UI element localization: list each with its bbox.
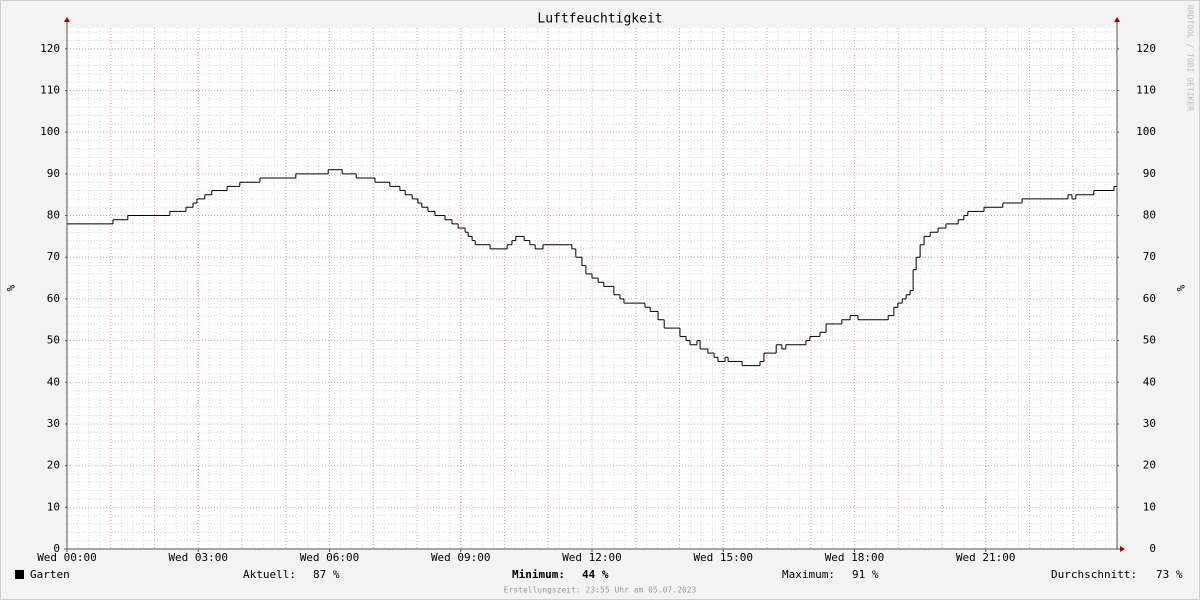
- axis-arrow: [1114, 17, 1120, 22]
- y2-tick-label: 70: [1143, 250, 1156, 263]
- y-tick-label: 120: [40, 42, 60, 55]
- axis-arrow: [64, 17, 70, 22]
- y-axis-label: %: [4, 285, 17, 292]
- y2-tick-label: 90: [1143, 167, 1156, 180]
- y2-tick-label: 120: [1136, 42, 1156, 55]
- y-tick-label: 20: [47, 459, 60, 472]
- y2-tick-label: 20: [1143, 459, 1156, 472]
- axis-arrow: [1120, 546, 1125, 552]
- x-tick-label: Wed 21:00: [956, 551, 1016, 564]
- stat-label: Aktuell:: [243, 568, 296, 581]
- y-tick-label: 110: [40, 84, 60, 97]
- y2-tick-label: 50: [1143, 334, 1156, 347]
- legend-swatch: [15, 570, 24, 579]
- stat-value: 44 %: [582, 568, 609, 581]
- stat-value: 91 %: [852, 568, 879, 581]
- x-tick-label: Wed 15:00: [693, 551, 753, 564]
- y-tick-label: 80: [47, 209, 60, 222]
- x-tick-label: Wed 06:00: [300, 551, 360, 564]
- y-tick-label: 10: [47, 500, 60, 513]
- x-tick-label: Wed 00:00: [37, 551, 97, 564]
- stat-label: Durchschnitt:: [1051, 568, 1137, 581]
- watermark: RRDTOOL / TOBI OETIKER: [1186, 5, 1195, 111]
- y-tick-label: 70: [47, 250, 60, 263]
- x-tick-label: Wed 12:00: [562, 551, 622, 564]
- y-tick-label: 30: [47, 417, 60, 430]
- stat-value: 73 %: [1156, 568, 1183, 581]
- y-tick-label: 100: [40, 125, 60, 138]
- x-tick-label: Wed 09:00: [431, 551, 491, 564]
- x-tick-label: Wed 18:00: [825, 551, 885, 564]
- chart-title: Luftfeuchtigkeit: [537, 12, 662, 27]
- y2-tick-label: 80: [1143, 209, 1156, 222]
- x-tick-label: Wed 03:00: [168, 551, 228, 564]
- y2-tick-label: 10: [1143, 500, 1156, 513]
- y2-tick-label: 0: [1149, 542, 1156, 555]
- plot-area: [67, 28, 1117, 549]
- y2-tick-label: 60: [1143, 292, 1156, 305]
- y2-tick-label: 40: [1143, 375, 1156, 388]
- y-tick-label: 0: [53, 542, 60, 555]
- y-tick-label: 90: [47, 167, 60, 180]
- footer: Erstellungszeit: 23:55 Uhr am 05.07.2023: [504, 586, 697, 595]
- y-tick-label: 50: [47, 334, 60, 347]
- y-tick-label: 40: [47, 375, 60, 388]
- y2-axis-label: %: [1174, 285, 1187, 292]
- y2-tick-label: 30: [1143, 417, 1156, 430]
- stat-label: Maximum:: [782, 568, 835, 581]
- legend-label: Garten: [30, 568, 70, 581]
- y-tick-label: 60: [47, 292, 60, 305]
- y2-tick-label: 110: [1136, 84, 1156, 97]
- grid: [66, 28, 1117, 550]
- stat-value: 87 %: [313, 568, 340, 581]
- stat-label: Minimum:: [512, 568, 565, 581]
- y2-tick-label: 100: [1136, 125, 1156, 138]
